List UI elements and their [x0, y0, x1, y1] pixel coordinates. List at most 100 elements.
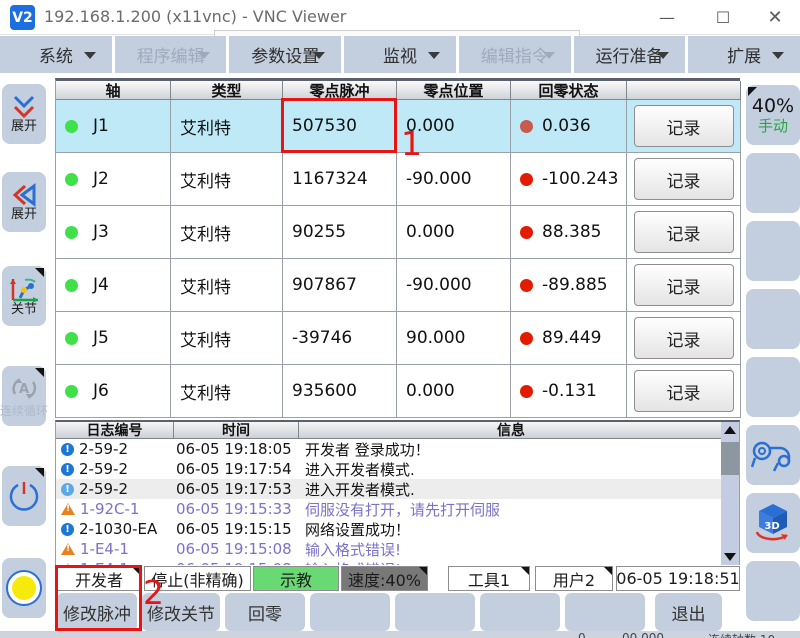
log-col-time: 时间 — [174, 422, 299, 439]
zero-pulse-cell-j1[interactable]: 507530 — [283, 100, 397, 153]
log-time: 06-05 19:18:05 — [176, 440, 292, 458]
zero-pos-cell-j4[interactable]: -90.000 — [397, 259, 511, 312]
menu-extend[interactable]: 扩展 — [688, 36, 800, 73]
exit-button[interactable]: 退出 — [655, 593, 722, 631]
home-state-cell-j5[interactable]: 89.449 — [511, 312, 627, 365]
zero-pos-cell-j6[interactable]: 0.000 — [397, 365, 511, 418]
axis-cell-j5[interactable]: J5 — [56, 312, 171, 365]
joint-coord-button[interactable]: 关节 — [2, 266, 46, 326]
menu-monitor[interactable]: 监视 — [344, 36, 456, 73]
zero-pos-cell-j5[interactable]: 90.000 — [397, 312, 511, 365]
record-button-j4[interactable]: 记录 — [633, 264, 734, 306]
zero-pulse-cell-j5[interactable]: -39746 — [283, 312, 397, 365]
speed-value: 40% — [751, 95, 795, 117]
soft-button-4[interactable] — [310, 593, 390, 631]
right-panel-button-8[interactable] — [746, 561, 800, 621]
vnc-toolbar-tab[interactable] — [214, 30, 580, 36]
minimize-button[interactable]: — — [659, 7, 675, 27]
log-id: 1-E4-1 — [80, 560, 129, 565]
log-panel: 日志编号 时间 信息 ! 2-59-2 06-05 19:18:05 开发者 登录… — [55, 420, 740, 565]
type-cell-j4[interactable]: 艾利特 — [171, 259, 283, 312]
log-id: 2-59-2 — [79, 440, 128, 458]
home-state-cell-j4[interactable]: -89.885 — [511, 259, 627, 312]
home-state-cell-j1[interactable]: 0.036 — [511, 100, 627, 153]
zero-pos-cell-j2[interactable]: -90.000 — [397, 153, 511, 206]
status-speed[interactable]: 速度:40% — [341, 566, 428, 591]
menu-run-prepare[interactable]: 运行准备 — [573, 36, 686, 73]
datetime-text: 06-05 19:18:51 — [616, 569, 740, 588]
right-panel-button-3[interactable] — [746, 221, 800, 281]
zero-pos-cell-j1[interactable]: 0.000 — [397, 100, 511, 153]
chevron-down-icon — [772, 52, 785, 59]
info-icon: ! — [61, 522, 74, 536]
zero-pulse-cell-j6[interactable]: 935600 — [283, 365, 397, 418]
log-row[interactable]: 1-92C-1 06-05 19:15:33 伺服没有打开，请先打开伺服 — [56, 499, 739, 519]
axis-cell-j6[interactable]: J6 — [56, 365, 171, 418]
zero-pulse-cell-j4[interactable]: 907867 — [283, 259, 397, 312]
log-row[interactable]: ! 2-59-2 06-05 19:17:53 进入开发者模式. — [56, 479, 739, 499]
log-row[interactable]: ! 2-59-2 06-05 19:18:05 开发者 登录成功！ — [56, 439, 739, 459]
axis-label: J2 — [93, 169, 109, 189]
home-state-cell-j2[interactable]: -100.243 — [511, 153, 627, 206]
type-cell-j3[interactable]: 艾利特 — [171, 206, 283, 259]
axis-cell-j3[interactable]: J3 — [56, 206, 171, 259]
power-button[interactable] — [2, 466, 46, 526]
run-state-text: 停止(非精确) — [151, 570, 244, 590]
log-row[interactable]: ! 2-1030-EA 06-05 19:15:15 网络设置成功！ — [56, 519, 739, 539]
zero-pos-cell-j3[interactable]: 0.000 — [397, 206, 511, 259]
record-button-j6[interactable]: 记录 — [633, 370, 734, 412]
zero-pulse-cell-j2[interactable]: 1167324 — [283, 153, 397, 206]
home-button[interactable]: 回零 — [225, 593, 305, 631]
scroll-up-button[interactable] — [721, 422, 739, 438]
soft-button-7[interactable] — [565, 593, 645, 631]
cube-3d-icon: 3D — [755, 504, 788, 541]
maximize-button[interactable]: ☐ — [715, 7, 731, 27]
expand-left-button[interactable]: 展开 — [2, 172, 46, 232]
log-row[interactable]: 1-E4-1 06-05 19:15:08 输入格式错误! — [56, 539, 739, 559]
right-panel-button-5[interactable] — [746, 357, 800, 417]
record-mode-button[interactable] — [2, 558, 46, 618]
axis-cell-j1[interactable]: J1 — [56, 100, 171, 153]
soft-button-5[interactable] — [395, 593, 475, 631]
log-id: 1-92C-1 — [80, 500, 140, 518]
soft-button-6[interactable] — [480, 593, 560, 631]
type-cell-j5[interactable]: 艾利特 — [171, 312, 283, 365]
menu-label: 编辑指令 — [480, 47, 549, 67]
scrollbar-thumb[interactable] — [721, 442, 739, 475]
axis-cell-j4[interactable]: J4 — [56, 259, 171, 312]
scroll-down-button[interactable] — [721, 549, 739, 565]
close-button[interactable]: ✕ — [767, 6, 783, 28]
zero-pulse-cell-j3[interactable]: 90255 — [283, 206, 397, 259]
log-scrollbar[interactable] — [721, 422, 739, 565]
speed-mode-button[interactable]: 40% 手动 — [746, 85, 800, 145]
status-user-frame[interactable]: 用户2 — [535, 566, 613, 591]
type-cell-j2[interactable]: 艾利特 — [171, 153, 283, 206]
type-cell-j6[interactable]: 艾利特 — [171, 365, 283, 418]
record-button-j3[interactable]: 记录 — [633, 211, 734, 253]
home-status-dot — [520, 119, 533, 133]
expand-down-button[interactable]: 展开 — [2, 84, 46, 144]
user-frame-text: 用户2 — [552, 570, 596, 590]
axis-label: J6 — [93, 381, 109, 401]
record-button-j5[interactable]: 记录 — [633, 317, 734, 359]
status-tool[interactable]: 工具1 — [448, 566, 530, 591]
type-cell-j1[interactable]: 艾利特 — [171, 100, 283, 153]
teach-pendant-button[interactable] — [746, 425, 800, 485]
log-row-partial[interactable]: 1-E4-1 06-05 19:15:08 输入格式错误! — [56, 559, 739, 565]
record-button-j2[interactable]: 记录 — [633, 158, 734, 200]
menu-system[interactable]: 系统 — [0, 36, 112, 73]
corner-notch — [521, 567, 529, 575]
modify-pulse-button[interactable]: 修改脉冲 — [57, 593, 137, 631]
menu-parameter-settings[interactable]: 参数设置 — [229, 36, 342, 73]
right-panel-button-2[interactable] — [746, 153, 800, 213]
status-user-level[interactable]: 开发者 — [57, 566, 141, 591]
home-state-cell-j6[interactable]: -0.131 — [511, 365, 627, 418]
record-button-j1[interactable]: 记录 — [633, 105, 734, 147]
menu-label: 参数设置 — [251, 47, 320, 67]
log-row[interactable]: ! 2-59-2 06-05 19:17:54 进入开发者模式. — [56, 459, 739, 479]
home-state-cell-j3[interactable]: 88.385 — [511, 206, 627, 259]
view-3d-button[interactable]: 3D — [746, 493, 800, 553]
right-panel-button-4[interactable] — [746, 289, 800, 349]
axis-cell-j2[interactable]: J2 — [56, 153, 171, 206]
modify-joint-button[interactable]: 修改关节 — [142, 593, 220, 631]
